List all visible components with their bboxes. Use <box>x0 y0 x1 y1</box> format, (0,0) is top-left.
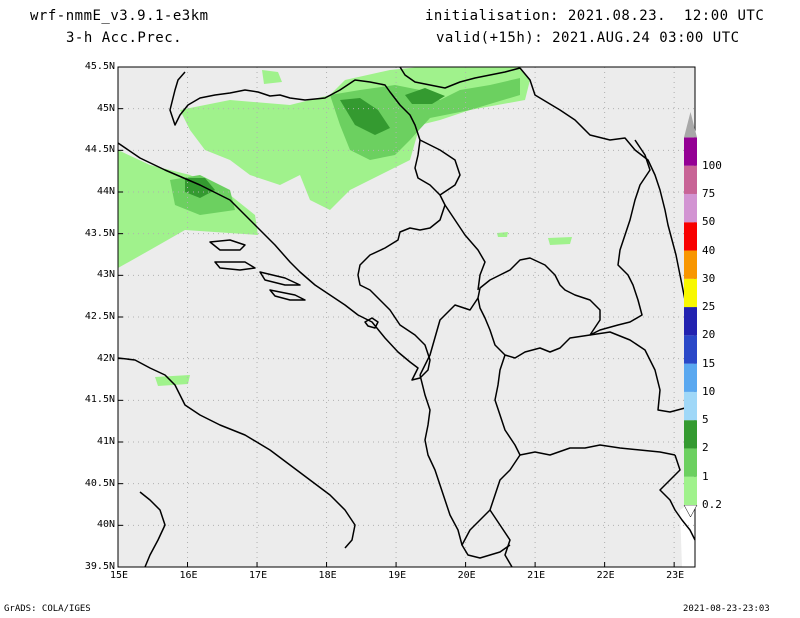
lon-label: 22E <box>596 570 615 581</box>
colorbar-bottom-triangle <box>683 504 698 518</box>
coastline-croatia-bosnia <box>117 71 446 381</box>
precip-area-mid-2 <box>330 78 520 160</box>
lon-label: 16E <box>179 570 198 581</box>
precip-area-heavy-2 <box>340 98 390 135</box>
colorbar-segment <box>684 278 697 308</box>
lat-label: 41N <box>96 436 115 447</box>
footer-timestamp: 2021-08-23-23:03 <box>683 604 770 614</box>
field-title: 3-h Acc.Prec. <box>66 30 183 46</box>
axis-ticks <box>117 66 675 568</box>
lat-label: 41.5N <box>84 394 115 406</box>
border-serbia-romania <box>519 67 696 306</box>
island-3 <box>259 271 301 286</box>
coastline-italy <box>117 357 356 549</box>
border-serbia-bosnia <box>419 139 461 196</box>
border-serbia-bulgaria <box>589 139 651 336</box>
colorbar-segment <box>684 363 697 392</box>
colorbar-segment <box>684 250 697 279</box>
colorbar-segment <box>684 335 697 364</box>
lat-label: 39.5N <box>84 561 115 572</box>
colorbar-level-label: 50 <box>702 215 716 229</box>
colorbar-level-label: 5 <box>702 413 709 427</box>
coastlines-and-borders <box>117 66 696 568</box>
precip-area-small-3 <box>497 232 508 237</box>
lat-label: 44.5N <box>84 144 115 156</box>
init-time: initialisation: 2021.08.23. 12:00 UTC <box>425 8 765 24</box>
colorbar-level-label: 30 <box>702 271 716 285</box>
colorbar-segment <box>684 307 697 336</box>
colorbar-segment <box>684 222 697 251</box>
lat-label: 40.5N <box>84 477 115 489</box>
lat-label: 40N <box>96 519 115 531</box>
grid-lines <box>118 67 695 567</box>
colorbar-segment <box>684 193 697 223</box>
colorbar-segment <box>684 391 697 421</box>
colorbar-segment <box>684 165 697 194</box>
lat-label: 43N <box>96 269 115 281</box>
island-4 <box>269 289 306 301</box>
bay-kotor <box>364 317 379 329</box>
precip-area-heavy-3 <box>405 88 445 104</box>
precip-area-small-2 <box>548 237 572 245</box>
colorbar-segment <box>684 448 697 477</box>
border-macedonia-greece <box>519 444 676 456</box>
border-hungary-serbia <box>399 66 521 89</box>
colorbar-level-label: 10 <box>702 384 716 398</box>
lon-label: 21E <box>527 570 546 581</box>
footer-grads-credit: GrADS: COLA/IGES <box>4 604 91 614</box>
valid-time: valid(+15h): 2021.AUG.24 03:00 UTC <box>436 30 740 46</box>
lon-label: 18E <box>318 570 337 581</box>
colorbar-level-label: 75 <box>702 186 716 200</box>
colorbar-level-label: 20 <box>702 328 716 342</box>
lat-label: 45N <box>96 102 115 114</box>
colorbar-level-label: 100 <box>702 158 722 172</box>
lat-label: 43.5N <box>84 227 115 239</box>
colorbar-segment <box>684 137 697 166</box>
lon-label: 15E <box>110 570 129 581</box>
lat-label: 44N <box>96 186 115 197</box>
border-albania-north <box>419 297 479 376</box>
precip-areas <box>118 67 572 386</box>
colorbar-level-label: 1 <box>702 469 709 483</box>
colorbar-level-label: 2 <box>702 441 709 455</box>
border-macedonia-bulgaria <box>589 331 696 413</box>
island-1 <box>209 239 246 251</box>
sea-aegean-corner <box>680 500 695 567</box>
lon-label: 23E <box>666 570 685 581</box>
coastline-albania <box>419 374 463 546</box>
precip-area-heavy-1 <box>185 178 215 198</box>
precip-area-small-1 <box>155 375 190 386</box>
lon-label: 19E <box>388 570 407 581</box>
colorbar-level-label: 25 <box>702 300 716 314</box>
lat-label: 45.5N <box>84 61 115 72</box>
lat-label: 42.5N <box>84 311 115 322</box>
colorbar-segment <box>684 420 697 449</box>
colorbar-top-triangle <box>684 111 697 138</box>
coastline-greece-west <box>489 509 513 568</box>
lon-label: 20E <box>457 570 476 581</box>
colorbar-level-label: 0.2 <box>702 498 722 511</box>
precip-area-northwest <box>262 70 282 84</box>
island-2 <box>214 261 256 271</box>
coastline-greece-north <box>659 454 696 541</box>
border-montenegro-serbia <box>444 204 486 291</box>
lon-label: 17E <box>249 570 268 581</box>
lat-label: 42N <box>96 352 115 364</box>
model-title: wrf-nmmE_v3.9.1-e3km <box>30 8 209 24</box>
coastline-italy-heel <box>139 491 166 568</box>
colorbar-level-label: 15 <box>702 356 716 370</box>
border-albania-macedonia <box>461 354 521 559</box>
colorbar-level-label: 40 <box>702 243 716 257</box>
border-kosovo <box>477 257 601 359</box>
colorbar-segment <box>684 476 697 505</box>
